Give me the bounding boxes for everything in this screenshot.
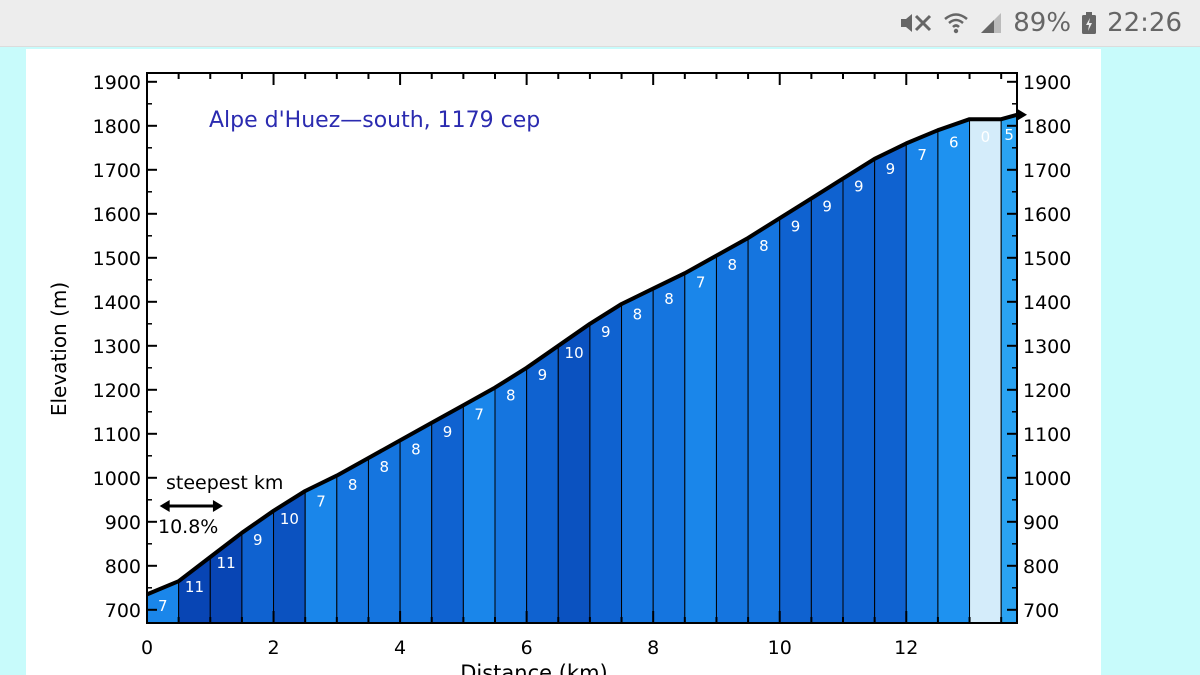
segment-bar <box>905 129 939 624</box>
clock: 22:26 <box>1107 8 1182 38</box>
y-tick-label-left: 800 <box>105 556 141 578</box>
y-tick-label-left: 1800 <box>93 116 141 138</box>
y-tick-label-right: 1400 <box>1023 292 1071 314</box>
chart-card: 7 11 11 9 10 7 8 8 8 9 7 8 9 10 9 8 8 7 8 8 9 9 9 9 7 6 0 5 700 700 8… <box>26 49 1101 675</box>
x-tick-label: 12 <box>894 637 918 659</box>
segment-bar <box>715 237 749 624</box>
y-tick-label-right: 1300 <box>1023 336 1071 358</box>
segment-gradient-label: 11 <box>185 578 204 596</box>
segment-gradient-label: 8 <box>506 387 516 405</box>
segment-bar <box>747 217 781 624</box>
segment-gradient-label: 11 <box>217 554 236 572</box>
y-tick-label-left: 1100 <box>93 424 141 446</box>
segment-gradient-label: 9 <box>443 423 453 441</box>
y-tick-label-left: 1600 <box>93 204 141 226</box>
segment-gradient-label: 9 <box>601 323 611 341</box>
segment-bar <box>810 177 844 624</box>
x-tick-label: 2 <box>267 637 279 659</box>
segment-bar <box>589 303 623 624</box>
y-tick-label-right: 800 <box>1023 556 1059 578</box>
segment-bar <box>874 142 907 624</box>
y-tick-label-left: 1900 <box>93 72 141 94</box>
segment-gradient-label: 8 <box>379 458 389 476</box>
segment-bar <box>684 254 717 624</box>
segment-gradient-label: 9 <box>538 366 548 384</box>
segment-gradient-label: 9 <box>854 178 864 196</box>
y-tick-label-left: 1500 <box>93 248 141 270</box>
segment-bar <box>621 287 654 624</box>
plot-frame <box>146 72 1018 624</box>
status-bar: 89% 22:26 <box>0 0 1200 47</box>
segment-gradient-label: 6 <box>949 134 959 152</box>
y-axis-label: Elevation (m) <box>47 282 71 416</box>
steepest-km-label: steepest km <box>166 472 283 494</box>
mute-icon <box>899 11 933 35</box>
y-tick-label-left: 1300 <box>93 336 141 358</box>
segment-bar <box>557 322 591 624</box>
y-tick-label-left: 900 <box>105 512 141 534</box>
x-tick-label: 4 <box>394 637 406 659</box>
segment-bar <box>494 366 528 624</box>
segment-gradient-label: 8 <box>348 476 358 494</box>
segment-gradient-label: 9 <box>253 531 263 549</box>
segment-gradient-label: 8 <box>664 290 674 308</box>
segment-gradient-label: 7 <box>158 597 168 615</box>
y-tick-label-right: 900 <box>1023 512 1059 534</box>
steepest-km-value: 10.8% <box>158 516 218 538</box>
x-axis-label: Distance (km) <box>460 661 608 675</box>
battery-icon <box>1081 11 1097 35</box>
segment-gradient-label: 10 <box>280 510 299 528</box>
segment-bar <box>652 272 686 624</box>
segment-bar <box>842 157 876 624</box>
chart-title: Alpe d'Huez—south, 1179 cep <box>209 108 540 133</box>
segment-bar <box>779 197 812 624</box>
steepest-arrow-left-head <box>159 500 170 512</box>
y-tick-label-left: 1700 <box>93 160 141 182</box>
x-tick-label: 10 <box>768 637 792 659</box>
y-tick-label-left: 700 <box>105 600 141 622</box>
y-tick-label-right: 1700 <box>1023 160 1071 182</box>
y-tick-label-right: 1500 <box>1023 248 1071 270</box>
segment-gradient-label: 7 <box>917 146 927 164</box>
segment-bar <box>526 344 559 624</box>
x-tick-label: 6 <box>521 637 533 659</box>
segment-gradient-label: 5 <box>1004 126 1014 144</box>
steepest-arrow-right-head <box>212 500 223 512</box>
y-tick-label-right: 1100 <box>1023 424 1071 446</box>
profile-end-arrow <box>1017 108 1027 121</box>
y-tick-label-right: 1800 <box>1023 116 1071 138</box>
segment-bar <box>1000 114 1018 624</box>
y-tick-label-right: 1900 <box>1023 72 1071 94</box>
signal-icon <box>979 11 1003 35</box>
segment-gradient-label: 8 <box>727 256 737 274</box>
y-tick-label-right: 1000 <box>1023 468 1071 490</box>
wifi-icon <box>943 11 969 35</box>
x-tick-label: 8 <box>647 637 659 659</box>
segment-gradient-label: 8 <box>411 441 421 459</box>
y-tick-label-right: 700 <box>1023 600 1059 622</box>
segment-gradient-label: 7 <box>474 405 484 423</box>
y-tick-label-left: 1000 <box>93 468 141 490</box>
segment-gradient-label: 9 <box>886 160 896 178</box>
segment-gradient-label: 8 <box>633 305 643 323</box>
segment-gradient-label: 7 <box>316 492 326 510</box>
y-tick-label-right: 1200 <box>1023 380 1071 402</box>
segment-bar <box>969 118 1002 624</box>
y-tick-label-left: 1200 <box>93 380 141 402</box>
segment-gradient-label: 8 <box>759 237 769 255</box>
y-tick-label-right: 1600 <box>1023 204 1071 226</box>
segment-gradient-label: 10 <box>565 344 584 362</box>
segment-gradient-label: 9 <box>822 198 832 216</box>
segment-gradient-label: 9 <box>791 217 801 235</box>
segment-gradient-label: 0 <box>981 128 991 146</box>
segment-bar <box>937 118 971 624</box>
x-tick-label: 0 <box>141 637 153 659</box>
profile-line <box>146 112 1018 597</box>
battery-percent: 89% <box>1013 8 1072 38</box>
status-icons: 89% 22:26 <box>899 0 1182 46</box>
y-tick-label-left: 1400 <box>93 292 141 314</box>
segment-gradient-label: 7 <box>696 273 706 291</box>
